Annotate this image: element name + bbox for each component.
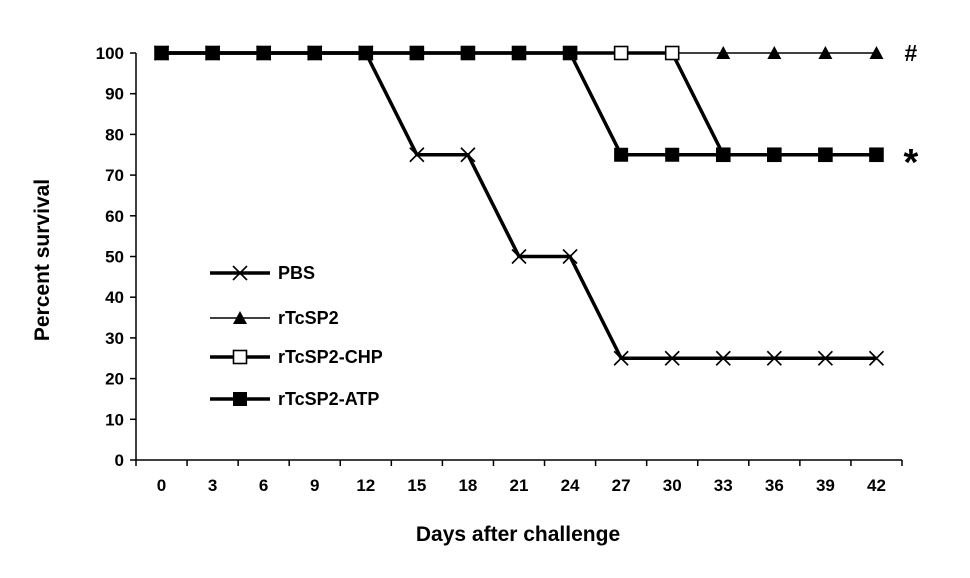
point-pbs xyxy=(562,248,578,265)
y-tick-label: 40 xyxy=(105,288,124,307)
marker-cross-stroke xyxy=(817,350,833,366)
y-tick-label: 20 xyxy=(105,370,124,389)
point-rtcsp2 xyxy=(716,46,731,59)
annotation-hash: # xyxy=(904,40,917,66)
y-tick-label: 90 xyxy=(105,85,124,104)
point-rtcsp2-atp xyxy=(614,147,629,162)
legend-marker xyxy=(233,392,247,406)
point-pbs xyxy=(715,350,731,366)
point-rtcsp2-atp xyxy=(563,46,578,60)
point-pbs xyxy=(613,350,629,366)
x-axis-title: Days after challenge xyxy=(416,523,620,546)
x-tick-label: 18 xyxy=(458,476,477,495)
x-tick-label: 6 xyxy=(259,476,268,495)
point-pbs xyxy=(766,350,782,366)
y-tick-label: 70 xyxy=(105,166,124,185)
legend-label: rTcSP2-ATP xyxy=(278,389,379,409)
y-tick-label: 60 xyxy=(105,207,124,226)
y-tick-label: 80 xyxy=(105,125,124,144)
marker-cross-stroke xyxy=(868,350,885,366)
legend-item-rtcsp2-atp: rTcSP2-ATP xyxy=(210,389,379,409)
point-pbs xyxy=(409,147,425,163)
legend-label: PBS xyxy=(278,263,315,283)
point-rtcsp2-atp xyxy=(665,147,680,162)
y-tick-label: 50 xyxy=(105,248,124,267)
marker-cross-stroke xyxy=(715,350,731,366)
x-tick-label: 33 xyxy=(714,476,733,495)
point-rtcsp2-atp xyxy=(358,46,373,60)
series-line-pbs xyxy=(161,51,877,360)
marker-cross-stroke xyxy=(766,350,782,366)
y-tick-label: 0 xyxy=(115,451,124,470)
point-rtcsp2-atp xyxy=(256,46,271,60)
point-rtcsp2-atp xyxy=(818,147,833,162)
legend-marker xyxy=(232,265,248,281)
x-tick-label: 3 xyxy=(208,476,217,495)
series-line-rtcsp2-atp xyxy=(161,51,877,157)
point-rtcsp2-atp xyxy=(460,46,475,60)
point-rtcsp2 xyxy=(818,46,833,59)
marker-cross-stroke xyxy=(613,350,629,366)
marker-cross-stroke xyxy=(460,147,476,163)
point-rtcsp2 xyxy=(869,46,884,59)
point-rtcsp2-atp xyxy=(154,46,169,60)
series-line-rtcsp2-chp xyxy=(161,51,877,157)
point-pbs xyxy=(511,248,527,265)
x-tick-label: 24 xyxy=(561,476,580,495)
legend-label: rTcSP2 xyxy=(278,308,339,328)
legend-marker xyxy=(232,349,248,365)
point-rtcsp2-chp xyxy=(664,45,680,61)
point-rtcsp2-atp xyxy=(512,46,526,60)
x-tick-label: 42 xyxy=(867,476,886,495)
point-rtcsp2-atp xyxy=(409,46,424,60)
x-tick-label: 12 xyxy=(356,476,375,495)
point-rtcsp2-atp xyxy=(767,147,782,162)
point-pbs xyxy=(817,350,833,366)
x-tick-label: 21 xyxy=(510,476,529,495)
point-rtcsp2-atp xyxy=(716,147,731,162)
point-rtcsp2-atp xyxy=(869,147,884,162)
x-tick-label: 15 xyxy=(407,476,426,495)
point-pbs xyxy=(460,147,476,163)
legend-marker xyxy=(233,311,247,324)
legend-item-rtcsp2-chp: rTcSP2-CHP xyxy=(210,347,383,367)
point-rtcsp2 xyxy=(767,46,782,59)
x-tick-label: 39 xyxy=(816,476,835,495)
x-tick-label: 9 xyxy=(310,476,319,495)
plot-area: #* xyxy=(153,40,918,366)
y-tick-label: 10 xyxy=(105,410,124,429)
legend-label: rTcSP2-CHP xyxy=(278,347,383,367)
point-pbs xyxy=(664,350,680,366)
point-rtcsp2-atp xyxy=(205,46,220,60)
x-tick-label: 27 xyxy=(612,476,631,495)
x-tick-label: 0 xyxy=(157,476,166,495)
x-tick-label: 30 xyxy=(663,476,682,495)
annotation-asterisk: * xyxy=(903,142,918,184)
marker-cross-stroke xyxy=(664,350,680,366)
marker-cross-stroke xyxy=(409,147,425,163)
point-rtcsp2-atp xyxy=(307,46,322,60)
point-pbs xyxy=(868,350,885,366)
legend: PBS rTcSP2 rTcSP2-CHP rTcSP2-ATP xyxy=(210,263,383,409)
point-rtcsp2-chp xyxy=(613,45,629,61)
legend-item-pbs: PBS xyxy=(210,263,315,283)
marker-cross-stroke xyxy=(232,265,248,281)
x-tick-label: 36 xyxy=(765,476,784,495)
marker-cross-stroke xyxy=(562,248,578,265)
marker-cross-stroke xyxy=(511,248,527,265)
y-tick-label: 30 xyxy=(105,329,124,348)
y-tick-label: 100 xyxy=(96,44,124,63)
legend-item-rtcsp2: rTcSP2 xyxy=(210,308,339,328)
y-axis-title: Percent survival xyxy=(31,179,54,341)
